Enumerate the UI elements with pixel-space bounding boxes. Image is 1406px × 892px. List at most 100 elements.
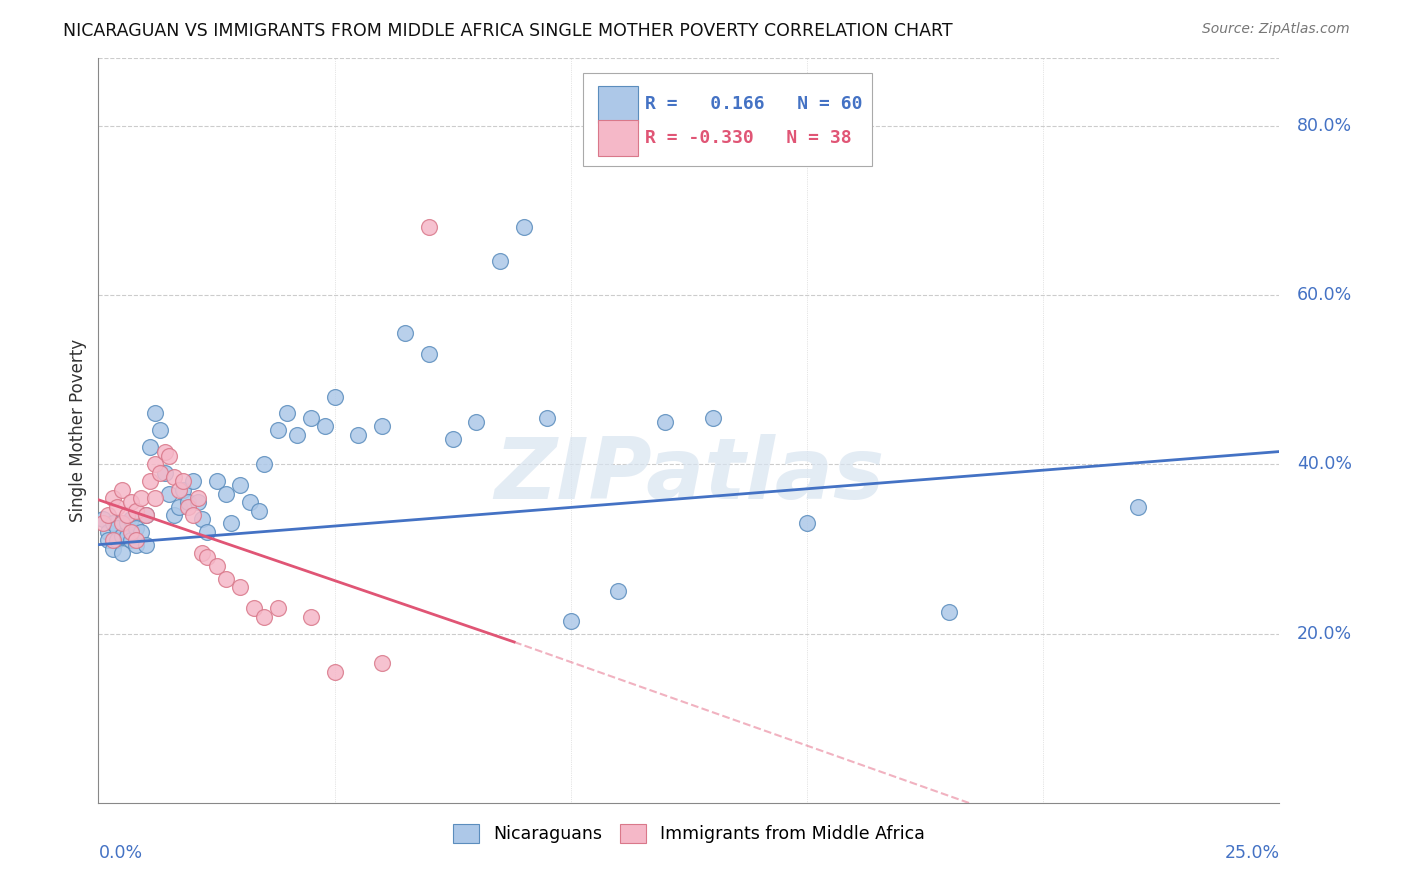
Point xyxy=(129,491,152,505)
Point xyxy=(371,419,394,434)
Point xyxy=(187,491,209,505)
Point xyxy=(215,487,238,501)
Point xyxy=(153,466,176,480)
Point xyxy=(105,533,128,548)
Point xyxy=(177,495,200,509)
Point xyxy=(115,508,138,522)
Point xyxy=(205,558,228,573)
Point xyxy=(91,516,114,531)
Point xyxy=(172,474,194,488)
Point xyxy=(314,419,336,434)
Point xyxy=(91,512,114,526)
Point xyxy=(125,533,148,548)
Point xyxy=(253,457,276,471)
FancyBboxPatch shape xyxy=(582,73,872,166)
Point xyxy=(181,474,204,488)
Point xyxy=(702,410,724,425)
Point xyxy=(796,516,818,531)
FancyBboxPatch shape xyxy=(598,120,638,156)
Text: 60.0%: 60.0% xyxy=(1298,286,1353,304)
Text: R = -0.330   N = 38: R = -0.330 N = 38 xyxy=(645,128,852,146)
Point xyxy=(121,495,143,509)
Point xyxy=(205,474,228,488)
Point xyxy=(195,524,218,539)
Point xyxy=(121,533,143,548)
Point xyxy=(276,407,298,421)
Text: ZIPatlas: ZIPatlas xyxy=(494,434,884,516)
Point xyxy=(121,512,143,526)
Point xyxy=(115,516,138,531)
Point xyxy=(105,521,128,535)
Text: 80.0%: 80.0% xyxy=(1298,117,1353,135)
Point xyxy=(191,546,214,560)
Point xyxy=(177,500,200,514)
Point xyxy=(489,254,512,268)
Point xyxy=(465,415,488,429)
Point xyxy=(299,410,322,425)
Point xyxy=(1126,500,1149,514)
Point xyxy=(243,601,266,615)
Point xyxy=(229,478,252,492)
Point xyxy=(143,407,166,421)
Point xyxy=(101,516,124,531)
Point xyxy=(323,390,346,404)
Point xyxy=(172,483,194,497)
Point xyxy=(125,538,148,552)
Point xyxy=(111,529,134,543)
Point xyxy=(239,495,262,509)
Point xyxy=(536,410,558,425)
Point xyxy=(125,504,148,518)
Point xyxy=(135,538,157,552)
Point xyxy=(139,474,162,488)
Point xyxy=(219,516,242,531)
Text: 25.0%: 25.0% xyxy=(1225,844,1279,862)
Point xyxy=(187,495,209,509)
FancyBboxPatch shape xyxy=(598,87,638,123)
Point xyxy=(157,487,180,501)
Point xyxy=(143,457,166,471)
Point xyxy=(323,665,346,679)
Point xyxy=(121,524,143,539)
Point xyxy=(111,483,134,497)
Point xyxy=(101,533,124,548)
Point xyxy=(371,656,394,670)
Point xyxy=(285,427,308,442)
Point xyxy=(111,546,134,560)
Point xyxy=(135,508,157,522)
Text: 0.0%: 0.0% xyxy=(98,844,142,862)
Point xyxy=(143,491,166,505)
Point xyxy=(163,508,186,522)
Text: R =   0.166   N = 60: R = 0.166 N = 60 xyxy=(645,95,863,113)
Point xyxy=(111,516,134,531)
Text: Source: ZipAtlas.com: Source: ZipAtlas.com xyxy=(1202,22,1350,37)
Point xyxy=(215,572,238,586)
Point xyxy=(101,491,124,505)
Point xyxy=(418,347,440,361)
Point xyxy=(441,432,464,446)
Point xyxy=(253,609,276,624)
Point xyxy=(299,609,322,624)
Point xyxy=(167,500,190,514)
Text: 40.0%: 40.0% xyxy=(1298,455,1353,474)
Text: 20.0%: 20.0% xyxy=(1298,624,1353,642)
Point xyxy=(139,440,162,454)
Point xyxy=(267,423,290,437)
Text: NICARAGUAN VS IMMIGRANTS FROM MIDDLE AFRICA SINGLE MOTHER POVERTY CORRELATION CH: NICARAGUAN VS IMMIGRANTS FROM MIDDLE AFR… xyxy=(63,22,953,40)
Point xyxy=(149,423,172,437)
Point xyxy=(153,444,176,458)
Point xyxy=(97,508,120,522)
Point xyxy=(418,220,440,235)
Point xyxy=(163,470,186,484)
Point xyxy=(105,500,128,514)
Point xyxy=(181,508,204,522)
Point xyxy=(167,483,190,497)
Point xyxy=(157,449,180,463)
Legend: Nicaraguans, Immigrants from Middle Africa: Nicaraguans, Immigrants from Middle Afri… xyxy=(447,817,931,850)
Point xyxy=(101,541,124,556)
Point xyxy=(654,415,676,429)
Point xyxy=(560,614,582,628)
Point xyxy=(129,524,152,539)
Point xyxy=(149,466,172,480)
Point xyxy=(125,521,148,535)
Point xyxy=(512,220,534,235)
